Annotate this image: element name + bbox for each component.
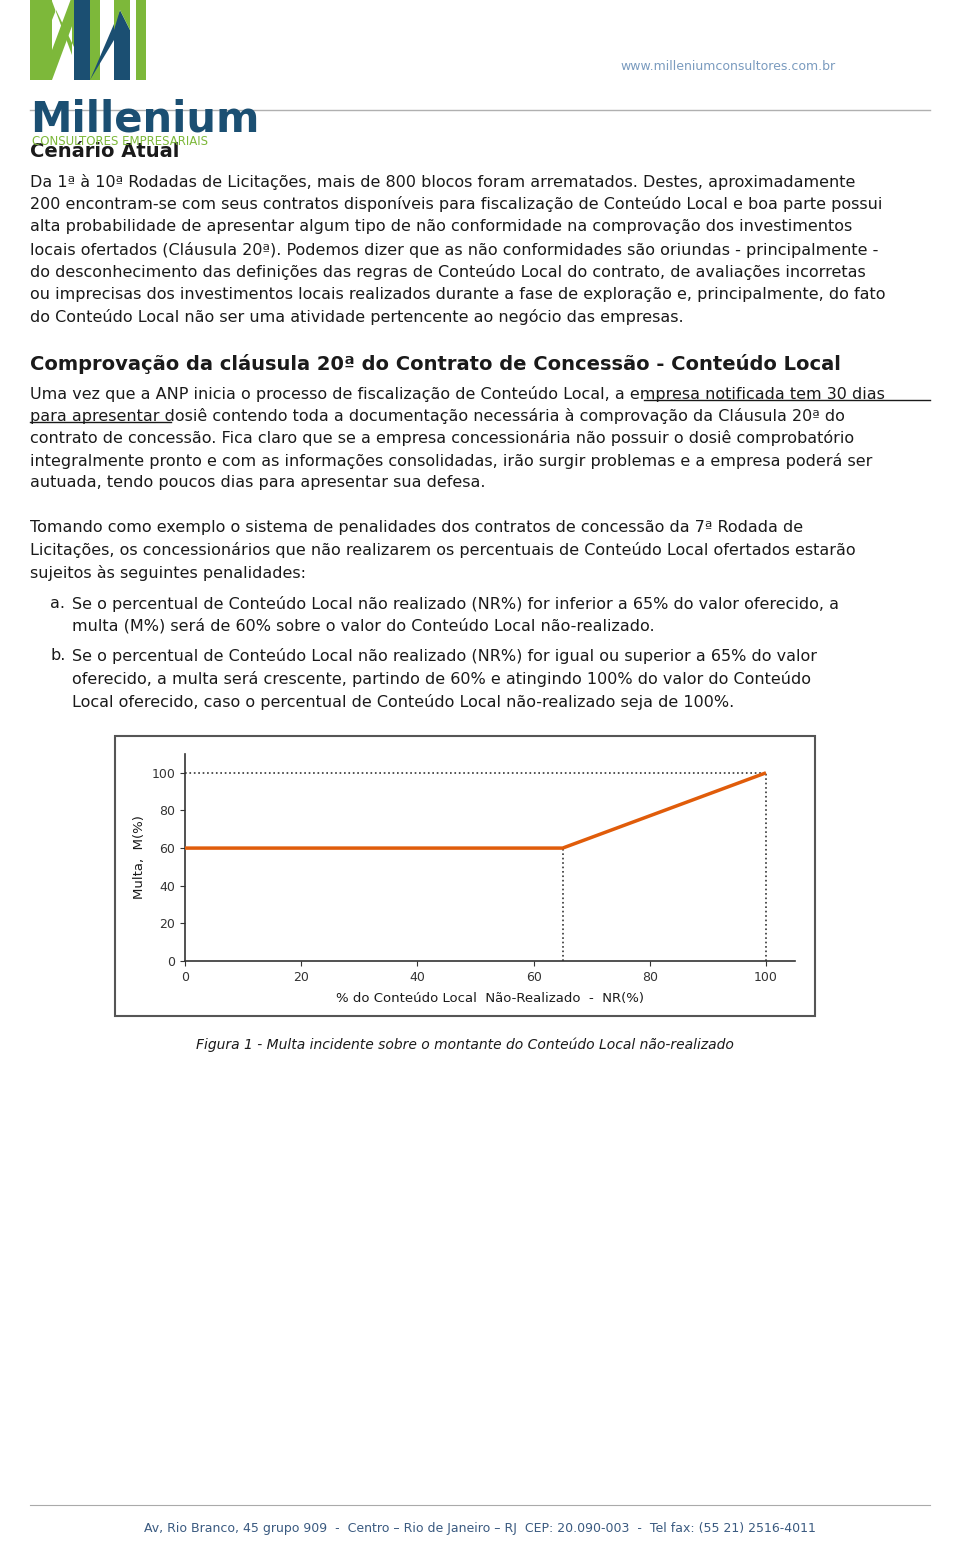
Polygon shape [74, 0, 130, 80]
Bar [136, 0, 146, 80]
Text: Cenário Atual: Cenário Atual [30, 142, 180, 161]
Text: Comprovação da cláusula 20ª do Contrato de Concessão - Conteúdo Local: Comprovação da cláusula 20ª do Contrato … [30, 354, 841, 373]
Polygon shape [30, 0, 90, 80]
Text: Se o percentual de Conteúdo Local não realizado (NR%) for igual ou superior a 65: Se o percentual de Conteúdo Local não re… [72, 649, 817, 665]
Y-axis label: Multa,  M(%): Multa, M(%) [132, 816, 146, 900]
Text: Av, Rio Branco, 45 grupo 909  -  Centro – Rio de Janeiro – RJ  CEP: 20.090-003  : Av, Rio Branco, 45 grupo 909 - Centro – … [144, 1523, 816, 1535]
Text: a.: a. [50, 596, 65, 610]
Text: 200 encontram-se com seus contratos disponíveis para fiscalização de Conteúdo Lo: 200 encontram-se com seus contratos disp… [30, 197, 882, 212]
Text: locais ofertados (Cláusula 20ª). Podemos dizer que as não conformidades são oriu: locais ofertados (Cláusula 20ª). Podemos… [30, 242, 878, 257]
Text: multa (M%) será de 60% sobre o valor do Conteúdo Local não-realizado.: multa (M%) será de 60% sobre o valor do … [72, 618, 655, 633]
Text: Licitações, os concessionários que não realizarem os percentuais de Conteúdo Loc: Licitações, os concessionários que não r… [30, 543, 855, 558]
Text: www.milleniumconsultores.com.br: www.milleniumconsultores.com.br [620, 59, 835, 73]
Text: ou imprecisas dos investimentos locais realizados durante a fase de exploração e: ou imprecisas dos investimentos locais r… [30, 287, 885, 301]
X-axis label: % do Conteúdo Local  Não-Realizado  -  NR(%): % do Conteúdo Local Não-Realizado - NR(%… [336, 992, 644, 1005]
Polygon shape [114, 0, 130, 30]
Text: Tomando como exemplo o sistema de penalidades dos contratos de concessão da 7ª R: Tomando como exemplo o sistema de penali… [30, 519, 804, 535]
Text: do Conteúdo Local não ser uma atividade pertencente ao negócio das empresas.: do Conteúdo Local não ser uma atividade … [30, 309, 684, 324]
Text: CONSULTORES EMPRESARIAIS: CONSULTORES EMPRESARIAIS [32, 136, 208, 148]
Text: alta probabilidade de apresentar algum tipo de não conformidade na comprovação d: alta probabilidade de apresentar algum t… [30, 218, 852, 234]
Bar [115, 736, 815, 1016]
Text: Uma vez que a ANP inicia o processo de fiscalização de Conteúdo Local, a empresa: Uma vez que a ANP inicia o processo de f… [30, 385, 885, 401]
Text: sujeitos às seguintes penalidades:: sujeitos às seguintes penalidades: [30, 565, 306, 580]
Text: do desconhecimento das definições das regras de Conteúdo Local do contrato, de a: do desconhecimento das definições das re… [30, 264, 866, 279]
Text: para apresentar dosiê contendo toda a documentação necessária à comprovação da C: para apresentar dosiê contendo toda a do… [30, 409, 845, 424]
Text: Da 1ª à 10ª Rodadas de Licitações, mais de 800 blocos foram arrematados. Destes,: Da 1ª à 10ª Rodadas de Licitações, mais … [30, 175, 855, 190]
Text: Millenium: Millenium [30, 98, 259, 140]
Text: b.: b. [50, 649, 65, 663]
Polygon shape [30, 0, 100, 80]
Text: Se o percentual de Conteúdo Local não realizado (NR%) for inferior a 65% do valo: Se o percentual de Conteúdo Local não re… [72, 596, 839, 612]
Text: contrato de concessão. Fica claro que se a empresa concessionária não possuir o : contrato de concessão. Fica claro que se… [30, 431, 854, 446]
Text: integralmente pronto e com as informações consolidadas, irão surgir problemas e : integralmente pronto e com as informaçõe… [30, 452, 873, 470]
Text: Figura 1 - Multa incidente sobre o montante do Conteúdo Local não-realizado: Figura 1 - Multa incidente sobre o monta… [196, 1037, 734, 1053]
Text: Local oferecido, caso o percentual de Conteúdo Local não-realizado seja de 100%.: Local oferecido, caso o percentual de Co… [72, 694, 734, 710]
Text: autuada, tendo poucos dias para apresentar sua defesa.: autuada, tendo poucos dias para apresent… [30, 476, 486, 490]
Text: oferecido, a multa será crescente, partindo de 60% e atingindo 100% do valor do : oferecido, a multa será crescente, parti… [72, 671, 811, 686]
